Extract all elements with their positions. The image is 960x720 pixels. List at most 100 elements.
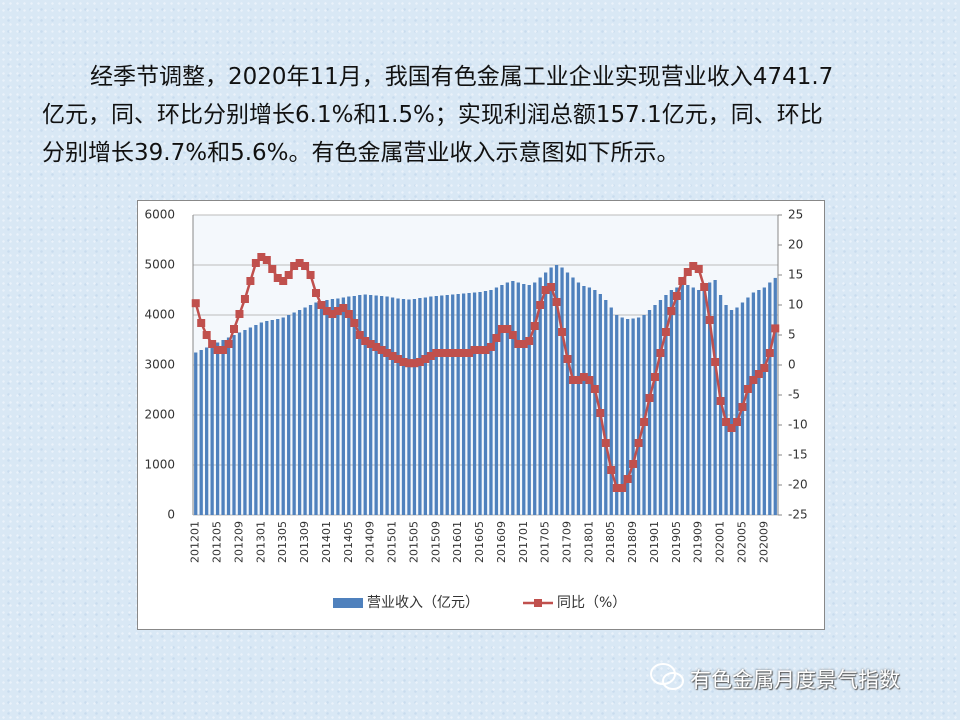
x-tick-label: 201605	[473, 521, 486, 563]
bar	[582, 286, 586, 515]
bar	[325, 300, 329, 515]
line-marker	[672, 292, 681, 300]
x-tick-label: 201705	[539, 521, 552, 563]
line-marker	[306, 271, 315, 279]
line-marker	[191, 299, 200, 308]
legend-label: 营业收入（亿元）	[367, 595, 479, 611]
line-marker	[383, 349, 392, 357]
line-marker	[454, 349, 463, 357]
bar	[319, 301, 324, 515]
line-marker	[246, 277, 255, 285]
bar	[297, 310, 302, 515]
bar	[533, 282, 537, 515]
line-marker	[492, 334, 501, 342]
wechat-icon	[650, 663, 684, 690]
x-tick-label: 201405	[342, 521, 355, 563]
bar	[205, 347, 209, 515]
line-marker	[650, 373, 659, 381]
bar	[593, 290, 597, 515]
line-marker	[629, 460, 638, 468]
line-marker	[208, 340, 217, 348]
line-marker	[459, 349, 468, 357]
bar	[451, 294, 455, 515]
bar	[598, 294, 602, 515]
bar	[363, 294, 367, 515]
y2-tick-label: 0	[788, 358, 796, 372]
bar	[336, 298, 340, 515]
line-marker	[760, 364, 769, 372]
line-marker	[552, 298, 561, 306]
bar	[308, 305, 313, 515]
line-marker	[410, 359, 419, 368]
line-marker	[213, 346, 222, 354]
bar	[358, 295, 362, 515]
bar	[527, 285, 531, 515]
bar	[418, 298, 422, 515]
bar	[576, 282, 581, 515]
line-marker	[295, 259, 304, 267]
bar	[762, 287, 766, 515]
bar	[751, 292, 756, 515]
line-marker	[525, 337, 534, 345]
bar	[516, 282, 520, 515]
bar	[708, 282, 712, 515]
legend-label: 同比（%）	[557, 595, 626, 611]
bar	[560, 267, 564, 515]
line-marker	[361, 337, 370, 345]
y2-tick-label: 25	[788, 208, 803, 222]
line-marker	[607, 466, 616, 474]
y2-tick-label: 5	[788, 328, 796, 342]
line-marker	[727, 424, 736, 432]
bar	[276, 319, 280, 515]
line-marker	[601, 439, 610, 447]
line-marker	[230, 325, 239, 333]
legend-swatch	[534, 599, 542, 607]
x-tick-label: 202005	[735, 521, 748, 563]
paragraph-line: 亿元，同、环比分别增长6.1%和1.5%；实现利润总额157.1亿元，同、环比	[42, 102, 823, 128]
line-marker	[251, 259, 260, 267]
bar	[724, 305, 728, 515]
bar	[423, 297, 427, 515]
y2-tick-label: -20	[788, 478, 808, 492]
line-marker	[716, 397, 725, 405]
line-marker	[503, 325, 512, 333]
y-tick-label: 0	[167, 508, 175, 522]
line-marker	[738, 403, 747, 411]
bar	[369, 295, 373, 515]
line-marker	[732, 418, 741, 426]
bar	[675, 287, 679, 515]
bar	[281, 317, 285, 515]
x-tick-label: 202009	[757, 521, 770, 563]
line-marker	[476, 346, 485, 354]
bar	[647, 310, 652, 515]
bar	[390, 297, 395, 515]
bar	[456, 294, 460, 515]
line-marker	[563, 355, 572, 363]
line-marker	[661, 328, 670, 336]
line-marker	[656, 349, 665, 357]
line-marker	[711, 358, 720, 366]
line-marker	[284, 271, 293, 279]
bar	[691, 287, 695, 515]
line-marker	[700, 283, 709, 291]
x-tick-label: 201301	[254, 521, 267, 563]
line-marker	[350, 319, 359, 327]
line-marker	[240, 295, 249, 303]
x-tick-label: 201501	[386, 521, 399, 563]
y-tick-label: 5000	[144, 258, 175, 272]
line-marker	[344, 310, 353, 318]
bar	[505, 282, 510, 515]
bar	[226, 337, 231, 515]
line-marker	[771, 324, 780, 333]
line-marker	[268, 265, 277, 273]
bar	[270, 320, 274, 515]
line-marker	[486, 343, 495, 351]
x-tick-label: 201509	[429, 521, 442, 563]
bar	[215, 342, 220, 515]
bar	[483, 291, 488, 515]
x-tick-label: 201701	[517, 521, 530, 563]
y2-tick-label: 20	[788, 238, 803, 252]
line-marker	[640, 418, 649, 426]
line-marker	[547, 283, 556, 291]
